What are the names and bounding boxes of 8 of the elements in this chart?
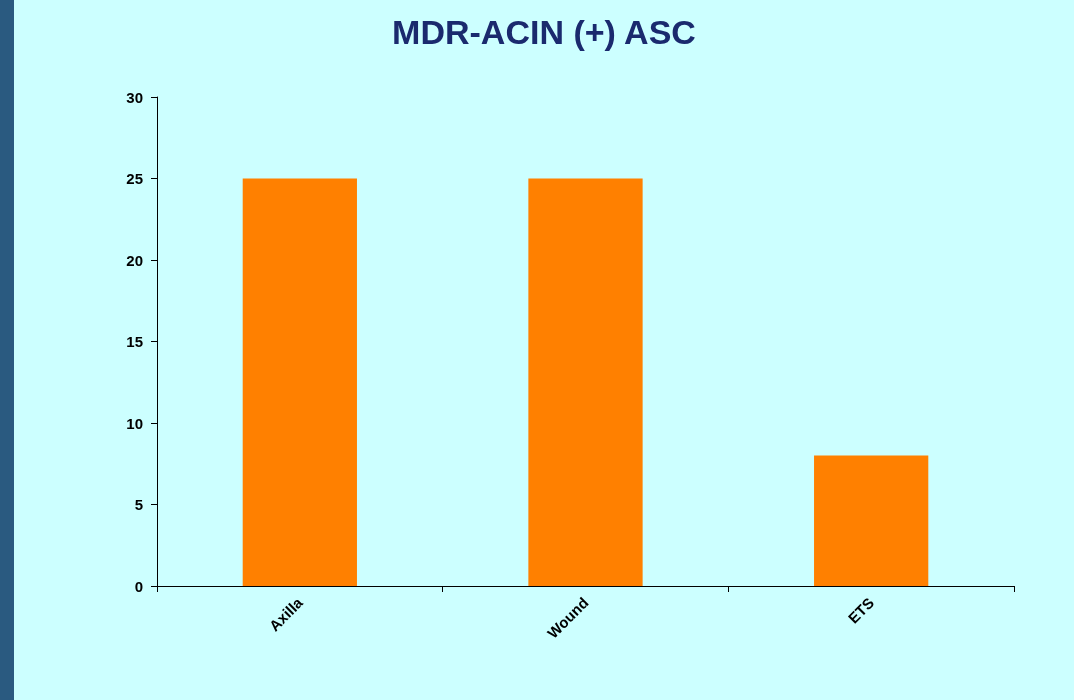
y-tick-label: 0 bbox=[134, 577, 143, 595]
y-tick-label: 10 bbox=[126, 414, 143, 432]
y-tick-label: 5 bbox=[134, 496, 143, 513]
y-tick-label: 30 bbox=[126, 88, 143, 106]
chart-title: MDR-ACIN (+) ASC bbox=[392, 13, 696, 51]
y-tick-label: 15 bbox=[126, 333, 143, 350]
y-tick-label: 25 bbox=[126, 170, 143, 187]
y-tick-label: 20 bbox=[126, 251, 143, 269]
